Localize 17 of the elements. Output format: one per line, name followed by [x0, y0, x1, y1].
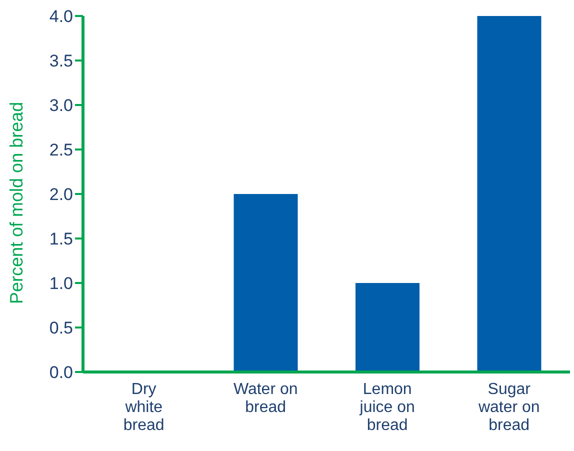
y-tick-label: 0.0 [49, 363, 73, 382]
y-tick-label: 3.0 [49, 96, 73, 116]
x-tick-label: Dry white bread [123, 381, 164, 434]
bar [356, 283, 420, 372]
bar [477, 16, 542, 372]
y-tick-label: 0.5 [49, 318, 73, 338]
y-tick-label: 2.5 [49, 140, 73, 160]
y-axis-title: Percent of mold on bread [6, 102, 26, 304]
y-tick-label: 1.0 [49, 274, 73, 294]
y-tick-label: 1.5 [49, 230, 73, 249]
y-tick-label: 3.5 [49, 52, 73, 71]
x-tick-label: Water on bread [233, 381, 298, 416]
x-tick-label: Sugar water on bread [477, 381, 540, 434]
y-tick-label: 4.0 [49, 7, 73, 26]
y-tick-label: 2.0 [49, 185, 73, 204]
x-tick-label: Lemon juice on bread [358, 381, 415, 434]
bar [234, 194, 298, 372]
